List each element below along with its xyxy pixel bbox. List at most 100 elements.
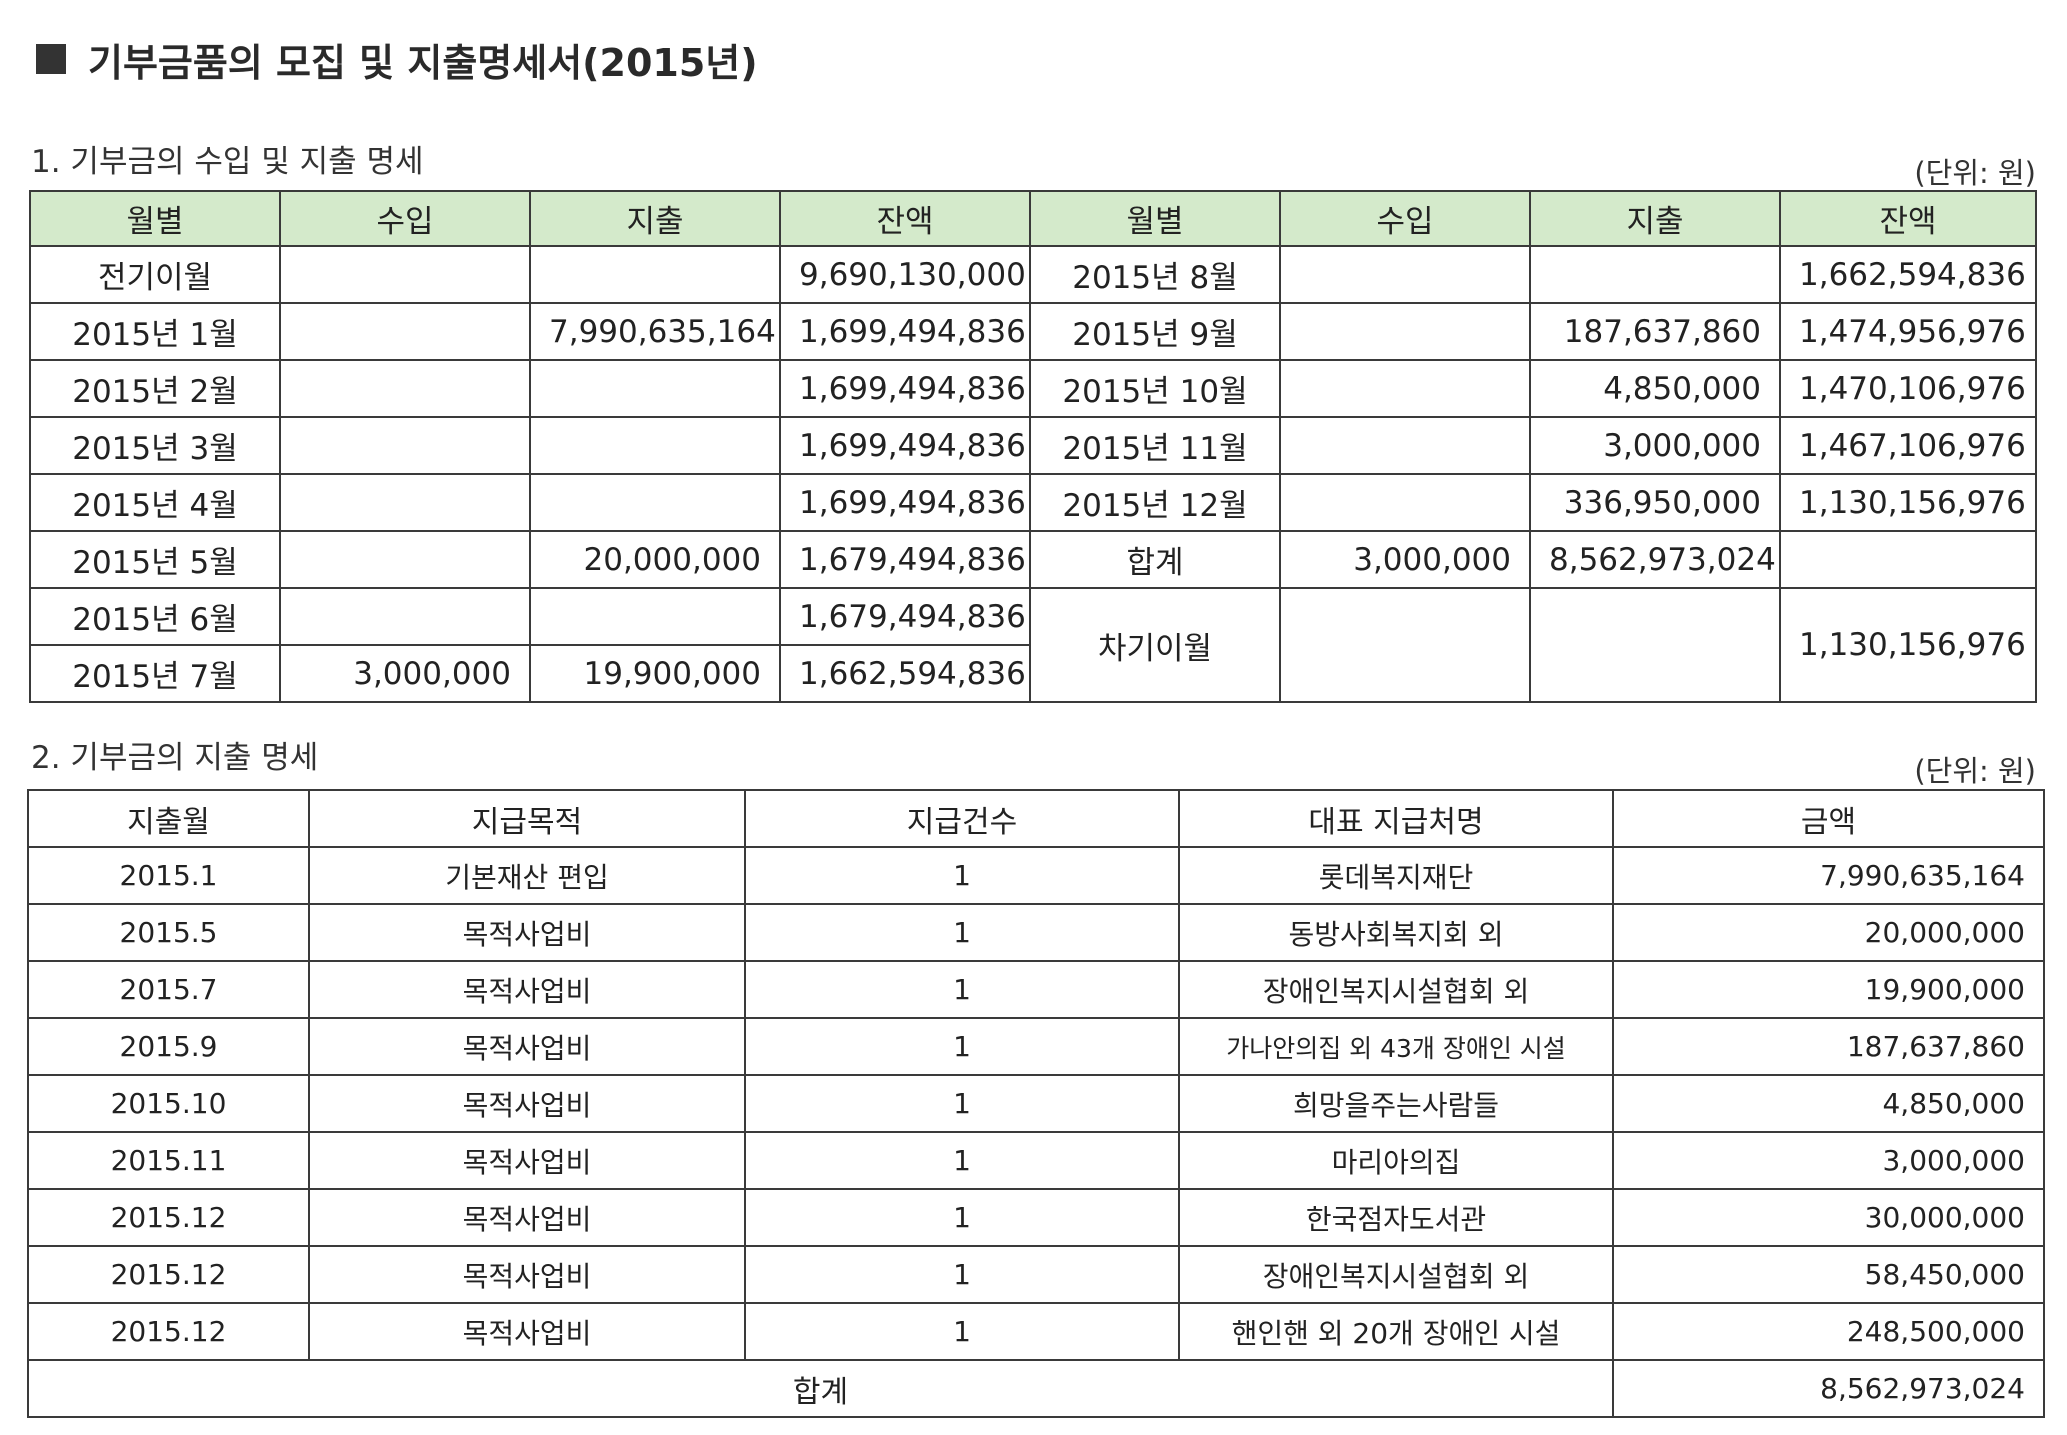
amount-cell: 4,850,000 [1612, 1074, 2045, 1133]
table-row: 2015.1 기본재산 편입 1 롯데복지재단 7,990,635,164 [27, 846, 2045, 905]
expense-cell [1529, 245, 1781, 304]
expense-month-cell: 2015.10 [27, 1074, 310, 1133]
balance-cell: 1,699,494,836 [779, 359, 1031, 418]
carry-forward-label-cell: 차기이월 [1029, 587, 1281, 703]
expense-cell: 4,850,000 [1529, 359, 1781, 418]
balance-cell: 1,474,956,976 [1779, 302, 2037, 361]
header-expense: 지출 [529, 190, 781, 247]
expense-cell: 7,990,635,164 [529, 302, 781, 361]
table-row: 2015.9 목적사업비 1 가나안의집 외 43개 장애인 시설 187,63… [27, 1017, 2045, 1076]
recipient-cell: 마리아의집 [1178, 1131, 1614, 1190]
square-bullet-icon [36, 44, 66, 74]
recipient-cell: 롯데복지재단 [1178, 846, 1614, 905]
table-row: 2015년 7월 3,000,000 19,900,000 1,662,594,… [29, 644, 2036, 703]
recipient-cell: 장애인복지시설협회 외 [1178, 960, 1614, 1019]
purpose-cell: 목적사업비 [308, 1302, 746, 1361]
expense-month-cell: 2015.7 [27, 960, 310, 1019]
count-cell: 1 [744, 1245, 1180, 1304]
balance-cell: 1,699,494,836 [779, 473, 1031, 532]
total-amount-cell: 8,562,973,024 [1612, 1359, 2045, 1418]
amount-cell: 19,900,000 [1612, 960, 2045, 1019]
section2-unit: (단위: 원) [1914, 754, 2036, 788]
income-cell [279, 245, 531, 304]
table-header-row: 지출월 지급목적 지급건수 대표 지급처명 금액 [27, 789, 2045, 848]
income-expense-table: 월별 수입 지출 잔액 월별 수입 지출 잔액 전기이월 9,690,130,0… [29, 190, 2037, 703]
total-income-cell: 3,000,000 [1279, 530, 1531, 589]
income-cell [279, 530, 531, 589]
month-cell: 2015년 12월 [1029, 473, 1281, 532]
section1-unit: (단위: 원) [1914, 156, 2036, 190]
recipient-cell: 가나안의집 외 43개 장애인 시설 [1178, 1017, 1614, 1076]
income-cell [279, 302, 531, 361]
table-row: 2015.7 목적사업비 1 장애인복지시설협회 외 19,900,000 [27, 960, 2045, 1019]
income-cell [279, 587, 531, 646]
balance-cell: 1,679,494,836 [779, 587, 1031, 646]
balance-cell: 1,699,494,836 [779, 302, 1031, 361]
expense-cell: 187,637,860 [1529, 302, 1781, 361]
amount-cell: 187,637,860 [1612, 1017, 2045, 1076]
header-balance-2: 잔액 [1779, 190, 2037, 247]
table-row: 2015.12 목적사업비 1 장애인복지시설협회 외 58,450,000 [27, 1245, 2045, 1304]
month-cell: 2015년 6월 [29, 587, 281, 646]
amount-cell: 30,000,000 [1612, 1188, 2045, 1247]
month-cell: 2015년 1월 [29, 302, 281, 361]
header-income: 수입 [279, 190, 531, 247]
expense-cell [529, 416, 781, 475]
table-header-row: 월별 수입 지출 잔액 월별 수입 지출 잔액 [29, 190, 2037, 247]
page-title-text: 기부금품의 모집 및 지출명세서(2015년) [88, 40, 758, 85]
expense-cell: 19,900,000 [529, 644, 781, 703]
amount-cell: 58,450,000 [1612, 1245, 2045, 1304]
total-row: 합계 8,562,973,024 [27, 1359, 2045, 1418]
expense-cell [529, 473, 781, 532]
expense-cell: 3,000,000 [1529, 416, 1781, 475]
purpose-cell: 기본재산 편입 [308, 846, 746, 905]
balance-cell: 1,130,156,976 [1779, 473, 2037, 532]
total-label-cell: 합계 [27, 1359, 1614, 1418]
header-month-2: 월별 [1029, 190, 1281, 247]
table-row: 2015.10 목적사업비 1 희망을주는사람들 4,850,000 [27, 1074, 2045, 1133]
expense-cell: 336,950,000 [1529, 473, 1781, 532]
recipient-cell: 동방사회복지회 외 [1178, 903, 1614, 962]
table-row: 2015.12 목적사업비 1 한국점자도서관 30,000,000 [27, 1188, 2045, 1247]
header-purpose: 지급목적 [308, 789, 746, 848]
balance-cell: 1,662,594,836 [779, 644, 1031, 703]
total-label-cell: 합계 [1029, 530, 1281, 589]
expense-month-cell: 2015.12 [27, 1245, 310, 1304]
purpose-cell: 목적사업비 [308, 960, 746, 1019]
section1-title: 1. 기부금의 수입 및 지출 명세 [31, 144, 424, 180]
header-expense-2: 지출 [1529, 190, 1781, 247]
expense-cell [529, 587, 781, 646]
recipient-cell: 핸인핸 외 20개 장애인 시설 [1178, 1302, 1614, 1361]
table-row: 2015년 5월 20,000,000 1,679,494,836 합계 3,0… [29, 530, 2037, 589]
income-cell [279, 416, 531, 475]
carry-forward-income-cell [1279, 587, 1531, 703]
header-count: 지급건수 [744, 789, 1180, 848]
amount-cell: 248,500,000 [1612, 1302, 2045, 1361]
purpose-cell: 목적사업비 [308, 1017, 746, 1076]
month-cell: 2015년 11월 [1029, 416, 1281, 475]
expense-cell: 20,000,000 [529, 530, 781, 589]
income-cell [1279, 416, 1531, 475]
month-cell: 2015년 8월 [1029, 245, 1281, 304]
month-cell: 2015년 2월 [29, 359, 281, 418]
purpose-cell: 목적사업비 [308, 1131, 746, 1190]
income-cell [1279, 359, 1531, 418]
balance-cell: 9,690,130,000 [779, 245, 1031, 304]
table-row: 전기이월 9,690,130,000 2015년 8월 1,662,594,83… [29, 245, 2037, 304]
table-row: 2015년 1월 7,990,635,164 1,699,494,836 201… [29, 302, 2037, 361]
header-amount: 금액 [1612, 789, 2045, 848]
expense-detail-table: 지출월 지급목적 지급건수 대표 지급처명 금액 2015.1 기본재산 편입 … [27, 789, 2045, 1418]
income-cell [1279, 302, 1531, 361]
header-expense-month: 지출월 [27, 789, 310, 848]
expense-month-cell: 2015.1 [27, 846, 310, 905]
expense-month-cell: 2015.12 [27, 1302, 310, 1361]
month-cell: 2015년 3월 [29, 416, 281, 475]
header-balance: 잔액 [779, 190, 1031, 247]
count-cell: 1 [744, 903, 1180, 962]
expense-month-cell: 2015.12 [27, 1188, 310, 1247]
month-cell: 2015년 10월 [1029, 359, 1281, 418]
table-row: 2015.5 목적사업비 1 동방사회복지회 외 20,000,000 [27, 903, 2045, 962]
count-cell: 1 [744, 846, 1180, 905]
month-cell: 2015년 5월 [29, 530, 281, 589]
table-row: 2015.11 목적사업비 1 마리아의집 3,000,000 [27, 1131, 2045, 1190]
